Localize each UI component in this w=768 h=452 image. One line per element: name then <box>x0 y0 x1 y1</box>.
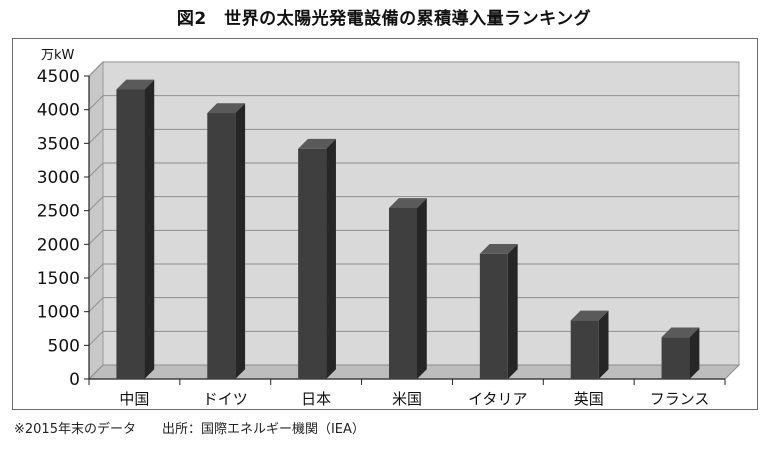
bar-side <box>417 198 427 379</box>
y-unit-label: 万kW <box>41 48 75 63</box>
gridline-side <box>88 128 104 144</box>
bar-top <box>479 243 518 254</box>
y-tick-label: 2500 <box>37 202 80 222</box>
x-tick-label: 英国 <box>574 390 604 408</box>
y-tick-label: 4500 <box>37 67 80 87</box>
y-tick-label: 4000 <box>37 101 80 121</box>
y-tick-label: 1500 <box>37 269 80 289</box>
bar-top <box>389 198 427 208</box>
bar-side <box>507 243 518 379</box>
bar-front <box>207 113 236 380</box>
bar-front <box>116 89 145 379</box>
bar <box>479 243 518 379</box>
bar-side <box>689 327 700 379</box>
x-tick-label: 中国 <box>119 390 149 408</box>
bar-top <box>207 103 246 114</box>
bar-top <box>570 310 609 321</box>
bar <box>661 327 700 379</box>
bar-side <box>598 310 609 379</box>
bar-side <box>235 103 246 379</box>
bar <box>570 310 609 379</box>
bar <box>116 79 155 379</box>
bar-front <box>570 320 599 379</box>
y-tick-label: 0 <box>69 370 80 390</box>
gridline-side <box>88 297 104 313</box>
gridline-side <box>88 330 104 346</box>
x-tick-label: イタリア <box>468 390 527 408</box>
side-wall <box>88 60 104 381</box>
gridline-side <box>88 162 104 178</box>
y-tick-label: 1000 <box>37 303 80 323</box>
y-tick-label: 3000 <box>37 168 80 188</box>
bar-top <box>661 327 700 338</box>
gridline-side <box>88 95 104 111</box>
bar-front <box>661 337 690 379</box>
chart-frame: 0 500 1000 1500 2000 2500 3000 3500 4000 4500 万kW 中… <box>12 38 758 410</box>
bar-front <box>389 207 417 379</box>
bar-front <box>479 253 508 379</box>
gridline-side <box>88 61 104 77</box>
bar-side <box>144 79 155 379</box>
bar <box>298 138 336 379</box>
x-tick-label: 米国 <box>392 390 422 408</box>
bar-side <box>326 138 336 379</box>
bar-top <box>116 79 155 90</box>
chart-title: 図2 世界の太陽光発電設備の累積導入量ランキング <box>176 9 592 29</box>
y-tick-label: 500 <box>48 336 80 356</box>
x-tick-label: ドイツ <box>203 390 248 408</box>
bar-chart: 0 500 1000 1500 2000 2500 3000 3500 4000 4500 万kW 中… <box>37 48 741 408</box>
y-tick-label: 2000 <box>37 235 80 255</box>
gridline-side <box>88 263 104 279</box>
y-tick-label: 3500 <box>37 134 80 154</box>
bar <box>207 103 246 380</box>
gridline-side <box>88 229 104 245</box>
bar-front <box>298 148 327 379</box>
x-tick-label: フランス <box>650 390 710 408</box>
gridline-side <box>88 196 104 212</box>
bar <box>389 198 427 379</box>
x-tick-label: 日本 <box>301 390 331 408</box>
bar-top <box>298 138 336 149</box>
footnote: ※2015年末のデータ 出所：国際エネルギー機関（IEA） <box>14 422 365 437</box>
